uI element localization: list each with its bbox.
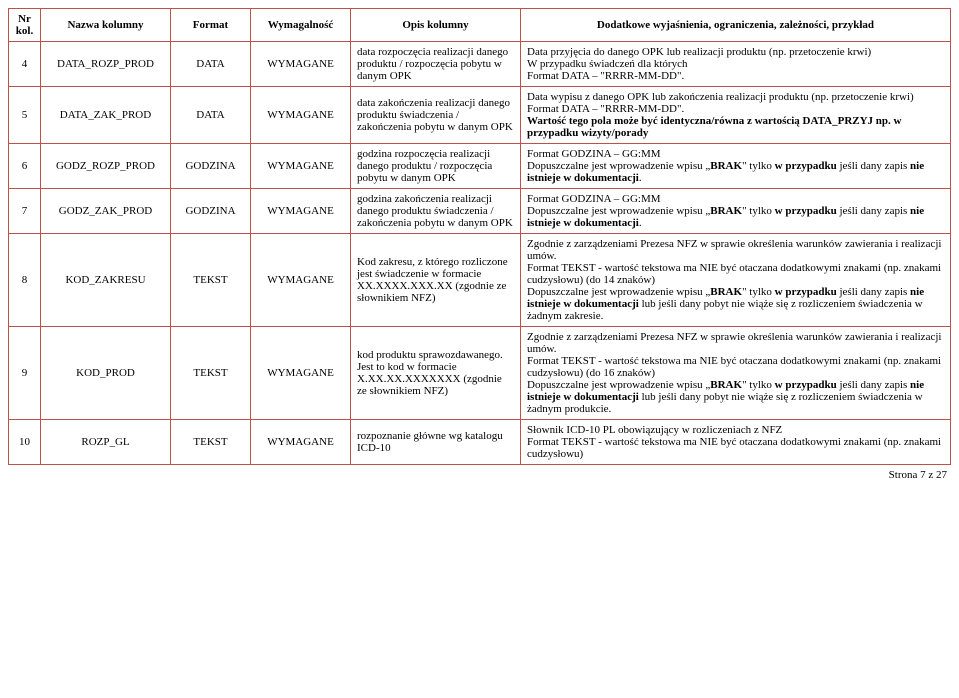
- cell-desc: data rozpoczęcia realizacji danego produ…: [351, 42, 521, 87]
- cell-req: WYMAGANE: [251, 144, 351, 189]
- header-nr: Nr kol.: [9, 9, 41, 42]
- header-format: Format: [171, 9, 251, 42]
- cell-desc: rozpoznanie główne wg katalogu ICD-10: [351, 420, 521, 465]
- table-row: 5DATA_ZAK_PRODDATAWYMAGANEdata zakończen…: [9, 87, 951, 144]
- header-name: Nazwa kolumny: [41, 9, 171, 42]
- cell-format: DATA: [171, 42, 251, 87]
- spec-table: Nr kol. Nazwa kolumny Format Wymagalność…: [8, 8, 951, 465]
- cell-req: WYMAGANE: [251, 420, 351, 465]
- header-desc: Opis kolumny: [351, 9, 521, 42]
- cell-nr: 10: [9, 420, 41, 465]
- table-row: 6GODZ_ROZP_PRODGODZINAWYMAGANEgodzina ro…: [9, 144, 951, 189]
- cell-name: DATA_ZAK_PROD: [41, 87, 171, 144]
- page-footer: Strona 7 z 27: [8, 469, 951, 481]
- cell-extra: Data wypisu z danego OPK lub zakończenia…: [521, 87, 951, 144]
- cell-nr: 4: [9, 42, 41, 87]
- cell-nr: 9: [9, 327, 41, 420]
- header-row: Nr kol. Nazwa kolumny Format Wymagalność…: [9, 9, 951, 42]
- header-extra: Dodatkowe wyjaśnienia, ograniczenia, zal…: [521, 9, 951, 42]
- cell-name: KOD_ZAKRESU: [41, 234, 171, 327]
- table-row: 8KOD_ZAKRESUTEKSTWYMAGANEKod zakresu, z …: [9, 234, 951, 327]
- cell-format: GODZINA: [171, 189, 251, 234]
- cell-nr: 7: [9, 189, 41, 234]
- cell-desc: Kod zakresu, z którego rozliczone jest ś…: [351, 234, 521, 327]
- cell-name: GODZ_ZAK_PROD: [41, 189, 171, 234]
- cell-nr: 6: [9, 144, 41, 189]
- header-req: Wymagalność: [251, 9, 351, 42]
- cell-name: KOD_PROD: [41, 327, 171, 420]
- cell-format: GODZINA: [171, 144, 251, 189]
- cell-desc: kod produktu sprawozdawanego. Jest to ko…: [351, 327, 521, 420]
- table-row: 4DATA_ROZP_PRODDATAWYMAGANEdata rozpoczę…: [9, 42, 951, 87]
- cell-extra: Format GODZINA – GG:MMDopuszczalne jest …: [521, 144, 951, 189]
- cell-req: WYMAGANE: [251, 87, 351, 144]
- table-row: 10ROZP_GLTEKSTWYMAGANErozpoznanie główne…: [9, 420, 951, 465]
- cell-req: WYMAGANE: [251, 42, 351, 87]
- table-row: 7GODZ_ZAK_PRODGODZINAWYMAGANEgodzina zak…: [9, 189, 951, 234]
- cell-req: WYMAGANE: [251, 234, 351, 327]
- cell-format: TEKST: [171, 420, 251, 465]
- cell-format: TEKST: [171, 234, 251, 327]
- cell-name: ROZP_GL: [41, 420, 171, 465]
- cell-nr: 5: [9, 87, 41, 144]
- table-body: 4DATA_ROZP_PRODDATAWYMAGANEdata rozpoczę…: [9, 42, 951, 465]
- cell-req: WYMAGANE: [251, 327, 351, 420]
- cell-desc: godzina zakończenia realizacji danego pr…: [351, 189, 521, 234]
- cell-extra: Zgodnie z zarządzeniami Prezesa NFZ w sp…: [521, 327, 951, 420]
- cell-name: DATA_ROZP_PROD: [41, 42, 171, 87]
- table-row: 9KOD_PRODTEKSTWYMAGANEkod produktu spraw…: [9, 327, 951, 420]
- cell-format: TEKST: [171, 327, 251, 420]
- cell-extra: Format GODZINA – GG:MMDopuszczalne jest …: [521, 189, 951, 234]
- cell-nr: 8: [9, 234, 41, 327]
- cell-req: WYMAGANE: [251, 189, 351, 234]
- cell-extra: Słownik ICD-10 PL obowiązujący w rozlicz…: [521, 420, 951, 465]
- cell-extra: Zgodnie z zarządzeniami Prezesa NFZ w sp…: [521, 234, 951, 327]
- cell-desc: godzina rozpoczęcia realizacji danego pr…: [351, 144, 521, 189]
- cell-extra: Data przyjęcia do danego OPK lub realiza…: [521, 42, 951, 87]
- cell-desc: data zakończenia realizacji danego produ…: [351, 87, 521, 144]
- cell-format: DATA: [171, 87, 251, 144]
- cell-name: GODZ_ROZP_PROD: [41, 144, 171, 189]
